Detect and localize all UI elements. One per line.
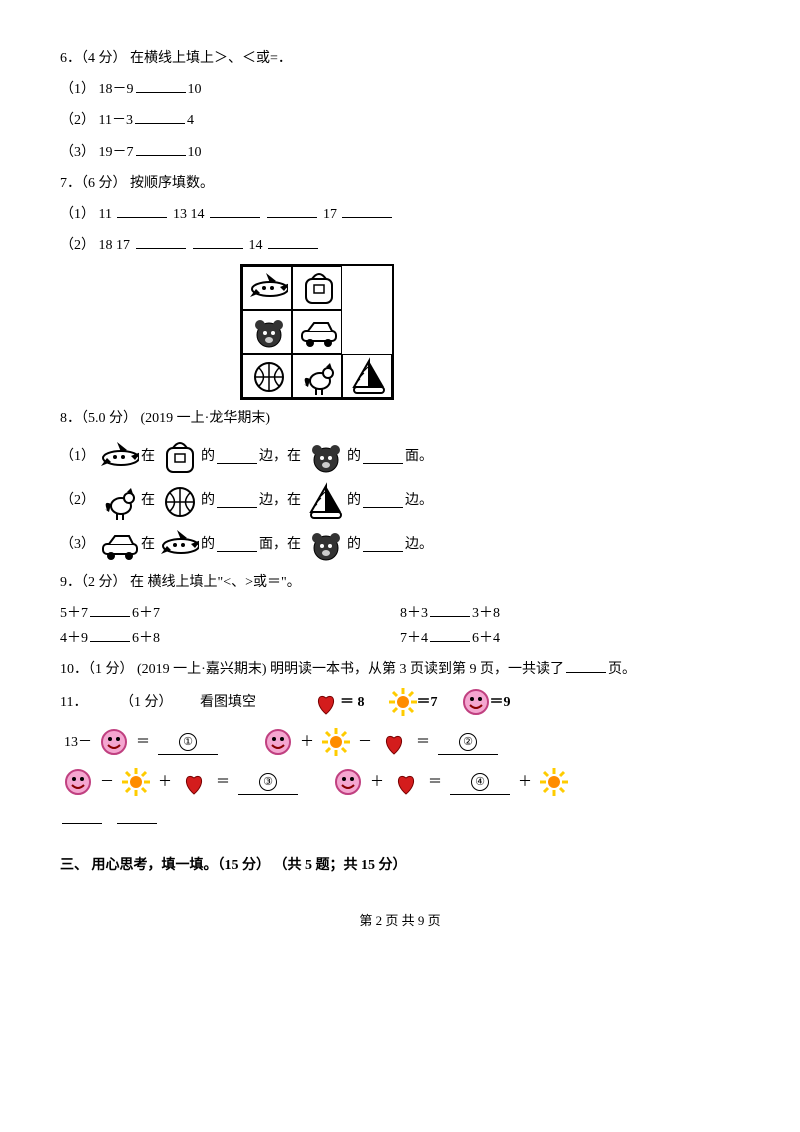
page-footer: 第 2 页 共 9 页 — [60, 909, 740, 932]
bear-icon — [246, 313, 288, 351]
q9-r2a: 4＋96＋8 — [60, 626, 400, 651]
plane-icon — [97, 438, 139, 476]
bear-icon — [303, 438, 345, 476]
bear-icon — [303, 526, 345, 564]
q6-1: （1） 18－910 — [60, 77, 740, 102]
q11-eq-row1: 13－ ＝ ① ＋ － ＝ ② — [60, 728, 740, 756]
rooster-icon — [97, 482, 139, 520]
q11-eq-row2: － ＋ ＝ ③ ＋ ＝ ④ ＋ — [60, 768, 740, 796]
section-3-heading: 三、 用心思考，填一填。（15 分） （共 5 题；共 15 分） — [60, 853, 740, 878]
heart-icon — [180, 768, 208, 796]
heart-icon — [392, 768, 420, 796]
q9-r1b: 8＋33＋8 — [400, 601, 740, 626]
car-icon — [97, 526, 139, 564]
q7-2: （2） 18 17 14 — [60, 233, 740, 258]
q9-r1a: 5＋76＋7 — [60, 601, 400, 626]
q11-line: 11． （1 分） 看图填空 ＝ 8 ＝7 ＝9 — [60, 688, 740, 716]
sun-icon — [322, 728, 350, 756]
bag-icon — [296, 269, 338, 307]
face-icon — [462, 688, 490, 716]
face-icon — [264, 728, 292, 756]
sun-icon — [122, 768, 150, 796]
car-icon — [296, 313, 338, 351]
sail-icon — [346, 357, 388, 395]
q6-blank-3[interactable] — [136, 141, 186, 156]
face-icon — [334, 768, 362, 796]
q7-stem: 7．（6 分） 按顺序填数。 — [60, 171, 740, 196]
q8-3: （3） 在 的 面，在 的 边。 — [60, 526, 740, 564]
sun-icon — [389, 688, 417, 716]
q7-1: （1） 11 13 14 17 — [60, 202, 740, 227]
q6-2: （2） 11－34 — [60, 108, 740, 133]
q8-1: （1） 在 的 边，在 的 面。 — [60, 438, 740, 476]
q11-trailing-blanks — [60, 808, 740, 833]
grid-figure — [240, 264, 394, 400]
q10: 10．（1 分） (2019 一上·嘉兴期末) 明明读一本书，从第 3 页读到第… — [60, 657, 740, 682]
q6-blank-2[interactable] — [135, 109, 185, 124]
heart-icon — [312, 688, 340, 716]
heart-icon — [380, 728, 408, 756]
face-icon — [100, 728, 128, 756]
face-icon — [64, 768, 92, 796]
ball-icon — [246, 357, 288, 395]
rooster-icon — [296, 357, 338, 395]
q6-3: （3） 19－710 — [60, 140, 740, 165]
plane-icon — [246, 269, 288, 307]
bag-icon — [157, 438, 199, 476]
sail-icon — [303, 482, 345, 520]
plane-icon — [157, 526, 199, 564]
q8-stem: 8．（5.0 分） (2019 一上·龙华期末) — [60, 406, 740, 431]
ball-icon — [157, 482, 199, 520]
q6-blank-1[interactable] — [136, 78, 186, 93]
q8-2: （2） 在 的 边，在 的 边。 — [60, 482, 740, 520]
q9-stem: 9．（2 分） 在 横线上填上"<、>或＝"。 — [60, 570, 740, 595]
q6-stem: 6．（4 分） 在横线上填上＞、＜或=． — [60, 46, 740, 71]
q9-r2b: 7＋46＋4 — [400, 626, 740, 651]
sun-icon — [540, 768, 568, 796]
